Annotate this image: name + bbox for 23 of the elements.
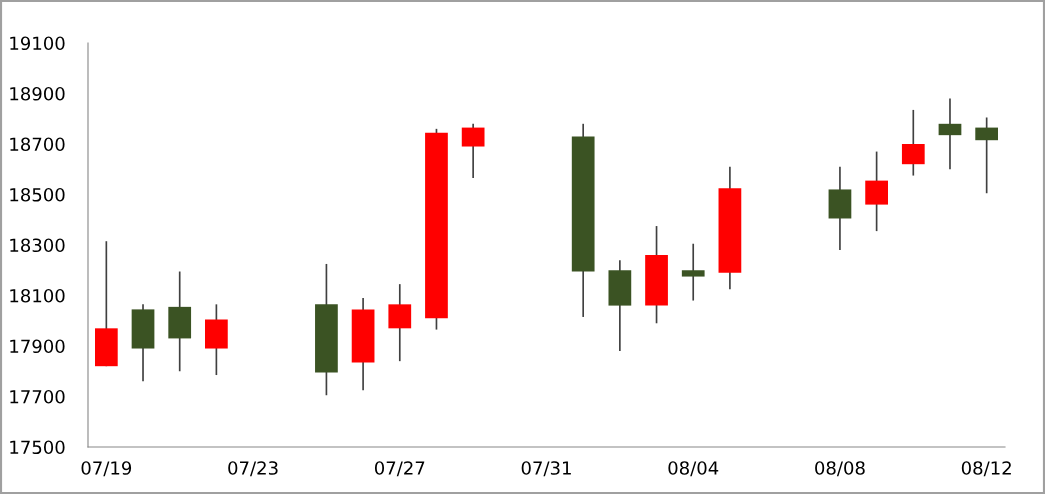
candlestick	[975, 116, 999, 195]
x-tick-label: 08/04	[668, 461, 719, 477]
candlestick	[938, 97, 962, 171]
x-tick-label: 07/23	[228, 461, 278, 477]
y-tick-label: 18500	[10, 187, 65, 202]
y-tick-label: 17500	[10, 440, 65, 455]
x-tick-label: 08/12	[961, 461, 1011, 477]
x-tick-label: 07/31	[521, 461, 571, 477]
x-tick-label: 08/08	[815, 461, 865, 477]
candlestick	[681, 242, 705, 302]
y-tick-label: 18300	[10, 238, 65, 253]
y-tick-label: 19100	[10, 36, 65, 51]
candlestick	[865, 150, 888, 232]
y-tick-label: 18700	[10, 137, 65, 152]
candlestick	[461, 122, 485, 179]
x-tick-label: 07/19	[81, 461, 132, 477]
candlestick	[901, 109, 925, 177]
y-tick-label: 17900	[10, 339, 65, 354]
candlestick	[388, 283, 412, 362]
y-tick-label: 18900	[10, 86, 65, 101]
y-tick-label: 18100	[10, 288, 65, 303]
x-tick-label: 07/27	[374, 461, 425, 477]
y-tick-label: 17700	[10, 389, 65, 404]
